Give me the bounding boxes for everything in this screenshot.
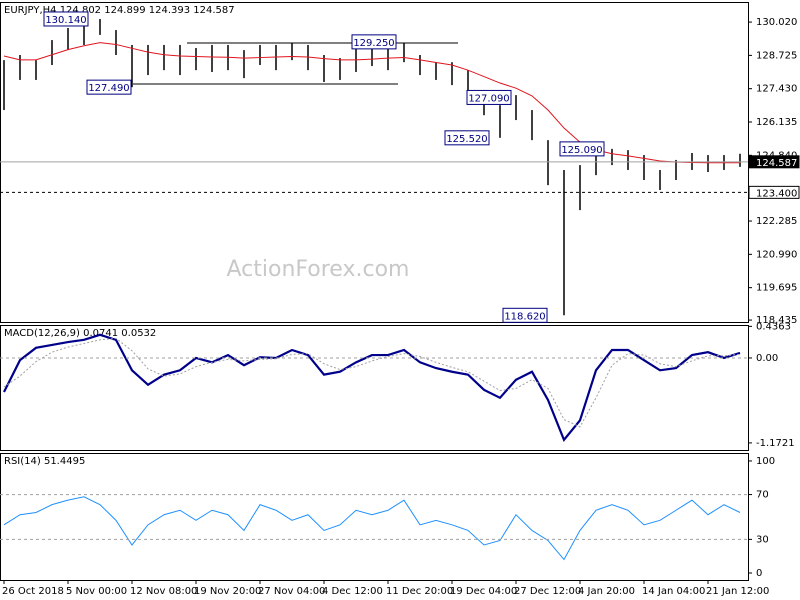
x-tick-label: 12 Nov 08:00 [130, 586, 197, 597]
level-box [748, 185, 800, 199]
x-tick-label: 14 Jan 04:00 [642, 586, 705, 597]
y-tick-label: 0.00 [756, 353, 778, 364]
y-tick-label: 126.135 [756, 117, 797, 128]
annotation-box [444, 130, 490, 146]
x-tick-label: 19 Nov 20:00 [194, 586, 261, 597]
indicator-line [3, 333, 741, 442]
x-tick-label: 26 Oct 2018 [2, 586, 64, 597]
annotation-label: 127.090 [468, 93, 509, 104]
annotation-label: 129.250 [353, 38, 394, 49]
annotation-box [86, 79, 132, 95]
y-tick-label: 118.435 [756, 315, 797, 326]
x-tick-label: 4 Dec 12:00 [322, 586, 383, 597]
indicator-line [3, 337, 741, 428]
chart-title: EURJPY,H4 124.802 124.899 124.393 124.58… [4, 5, 235, 16]
x-tick-label: 4 Jan 20:00 [578, 586, 635, 597]
macd-panel [0, 325, 749, 451]
y-tick-label: 119.695 [756, 283, 797, 294]
y-tick-label: 0.4363 [756, 321, 791, 332]
annotation-box [559, 141, 605, 157]
x-tick-label: 21 Jan 12:00 [706, 586, 769, 597]
indicator-line [3, 496, 741, 561]
level-label: 123.400 [756, 188, 797, 199]
y-tick-label: 130.020 [756, 17, 797, 28]
x-tick-label: 11 Dec 20:00 [386, 586, 453, 597]
annotation-box [43, 11, 89, 27]
rsi-panel [0, 453, 749, 581]
last-price-label: 124.587 [756, 158, 797, 169]
y-tick-label: 127.430 [756, 84, 797, 95]
annotation-box [466, 89, 512, 105]
annotation-box [502, 307, 548, 323]
annotation-label: 125.090 [561, 145, 602, 156]
last-price-box [748, 155, 800, 169]
annotation-label: 125.520 [446, 134, 487, 145]
y-tick-label: 0 [756, 568, 762, 579]
annotation-box [351, 34, 397, 50]
x-tick-label: 19 Dec 04:00 [450, 586, 517, 597]
macd-title: MACD(12,26,9) 0.0741 0.0532 [4, 328, 156, 339]
x-tick-label: 27 Dec 12:00 [514, 586, 581, 597]
x-tick-label: 5 Nov 00:00 [66, 586, 127, 597]
y-tick-label: 120.990 [756, 249, 797, 260]
y-tick-label: 70 [756, 490, 769, 501]
watermark: ActionForex.com [227, 257, 410, 282]
y-tick-label: -1.1721 [756, 438, 795, 449]
y-tick-label: 128.725 [756, 50, 797, 61]
annotation-label: 127.490 [88, 83, 129, 94]
y-tick-label: 122.285 [756, 216, 797, 227]
indicator-line [3, 42, 740, 164]
annotation-label: 118.620 [504, 311, 545, 322]
rsi-title: RSI(14) 51.4495 [4, 456, 85, 467]
x-tick-label: 27 Nov 04:00 [258, 586, 325, 597]
y-tick-label: 100 [756, 456, 775, 467]
annotation-label: 130.140 [45, 15, 86, 26]
y-tick-label: 30 [756, 534, 769, 545]
